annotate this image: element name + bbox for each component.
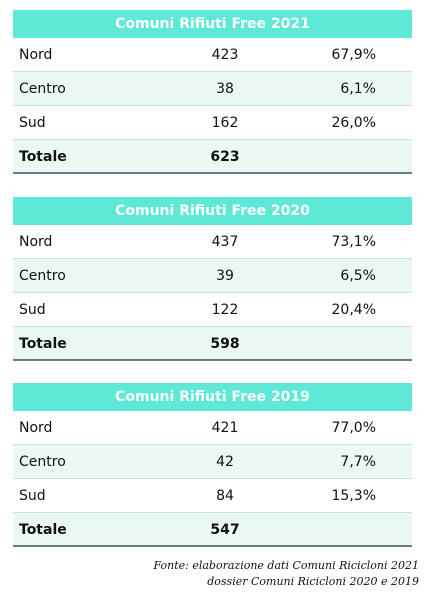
count-cell: 39 bbox=[216, 268, 234, 284]
total-row: Totale 547 bbox=[13, 513, 412, 547]
count-cell: 38 bbox=[216, 81, 234, 97]
percentage-cell: 6,1% bbox=[340, 81, 376, 97]
total-row: Totale 623 bbox=[13, 140, 412, 174]
table-2020: Comuni Rifiuti Free 2020 Nord 437 73,1% … bbox=[13, 197, 412, 361]
total-label: Totale bbox=[19, 149, 67, 165]
percentage-cell: 7,7% bbox=[340, 454, 376, 470]
percentage-cell: 6,5% bbox=[340, 268, 376, 284]
total-row: Totale 598 bbox=[13, 327, 412, 361]
percentage-cell: 73,1% bbox=[331, 234, 376, 250]
table-title: Comuni Rifiuti Free 2021 bbox=[13, 10, 412, 38]
table-title: Comuni Rifiuti Free 2019 bbox=[13, 383, 412, 411]
count-cell: 84 bbox=[216, 488, 234, 504]
area-cell: Sud bbox=[19, 488, 46, 504]
table-row: Sud 162 26,0% bbox=[13, 106, 412, 140]
area-cell: Sud bbox=[19, 302, 46, 318]
total-count: 547 bbox=[210, 522, 240, 538]
percentage-cell: 67,9% bbox=[331, 47, 376, 63]
footnote-line: dossier Comuni Ricicloni 2020 e 2019 bbox=[207, 575, 419, 588]
count-cell: 423 bbox=[211, 47, 239, 63]
area-cell: Nord bbox=[19, 234, 53, 250]
count-cell: 437 bbox=[211, 234, 239, 250]
total-label: Totale bbox=[19, 522, 67, 538]
table-row: Sud 122 20,4% bbox=[13, 293, 412, 327]
table-row: Centro 38 6,1% bbox=[13, 72, 412, 106]
table-row: Nord 421 77,0% bbox=[13, 411, 412, 445]
area-cell: Nord bbox=[19, 420, 53, 436]
area-cell: Centro bbox=[19, 454, 66, 470]
area-cell: Nord bbox=[19, 47, 53, 63]
percentage-cell: 26,0% bbox=[331, 115, 376, 131]
area-cell: Sud bbox=[19, 115, 46, 131]
table-2019: Comuni Rifiuti Free 2019 Nord 421 77,0% … bbox=[13, 383, 412, 547]
table-title: Comuni Rifiuti Free 2020 bbox=[13, 197, 412, 225]
table-row: Nord 423 67,9% bbox=[13, 38, 412, 72]
percentage-cell: 15,3% bbox=[331, 488, 376, 504]
source-footnote: Fonte: elaborazione dati Comuni Riciclon… bbox=[119, 558, 419, 590]
count-cell: 421 bbox=[211, 420, 239, 436]
total-count: 598 bbox=[210, 336, 240, 352]
table-row: Sud 84 15,3% bbox=[13, 479, 412, 513]
table-row: Centro 39 6,5% bbox=[13, 259, 412, 293]
count-cell: 42 bbox=[216, 454, 234, 470]
total-count: 623 bbox=[210, 149, 240, 165]
table-2021: Comuni Rifiuti Free 2021 Nord 423 67,9% … bbox=[13, 10, 412, 174]
percentage-cell: 77,0% bbox=[331, 420, 376, 436]
count-cell: 122 bbox=[211, 302, 239, 318]
footnote-line: Fonte: elaborazione dati Comuni Riciclon… bbox=[153, 559, 419, 572]
table-row: Nord 437 73,1% bbox=[13, 225, 412, 259]
area-cell: Centro bbox=[19, 268, 66, 284]
table-row: Centro 42 7,7% bbox=[13, 445, 412, 479]
total-label: Totale bbox=[19, 336, 67, 352]
percentage-cell: 20,4% bbox=[331, 302, 376, 318]
count-cell: 162 bbox=[211, 115, 239, 131]
area-cell: Centro bbox=[19, 81, 66, 97]
